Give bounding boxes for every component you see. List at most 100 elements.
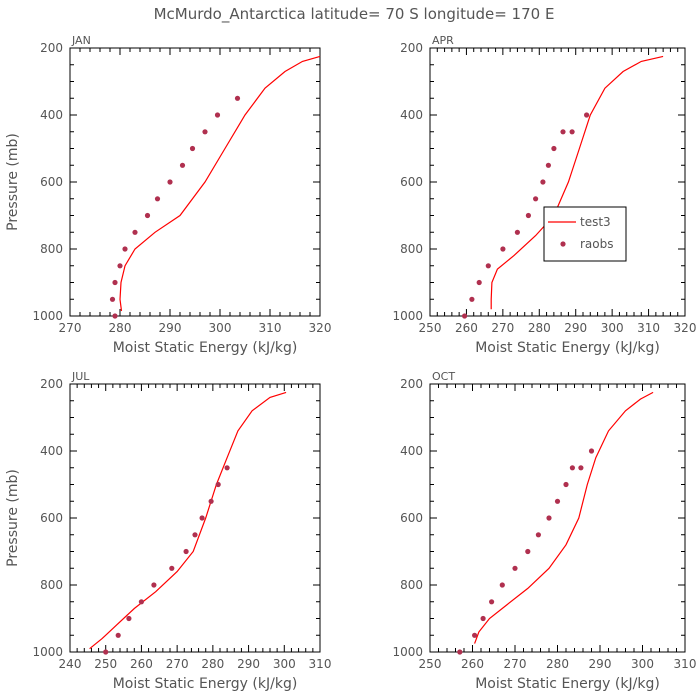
legend-dot-swatch: [560, 241, 566, 247]
panel-oct-raob-point: [472, 632, 478, 638]
panel-oct-raob-point: [563, 481, 569, 488]
panel-jul-series-line-test3: [89, 391, 287, 650]
panel-apr-ytick-label: 200: [400, 41, 423, 55]
panel-jan-raob-point: [117, 263, 123, 269]
panel-apr-xtick-label: 320: [674, 321, 697, 335]
panel-jul-xlabel: Moist Static Energy (kJ/kg): [113, 676, 298, 692]
panel-apr-xtick-label: 300: [601, 321, 624, 335]
panel-oct-xtick-label: 280: [546, 657, 569, 671]
panel-oct-plot-frame: [429, 383, 686, 653]
panel-apr-xtick-label: 270: [491, 321, 514, 335]
legend-line-label: test3: [580, 215, 611, 229]
panel-oct-raob-point: [512, 565, 518, 571]
panel-jul-xtick-label: 280: [201, 657, 224, 671]
panel-oct-raob-point: [457, 649, 463, 655]
panel-jan-ytick-label: 1000: [32, 309, 63, 323]
panel-jul-ytick-label: 600: [40, 511, 63, 525]
panel-apr-plot-frame: [429, 47, 686, 317]
panel-jul-xtick-label: 250: [94, 657, 117, 671]
panel-jul-raob-point: [103, 649, 109, 655]
panel-apr-raob-point: [540, 179, 546, 185]
panel-oct-raob-point: [499, 582, 505, 588]
panel-jan-raob-point: [167, 179, 173, 185]
panel-oct-raob-point: [554, 498, 561, 504]
panel-jan-xtick-label: 300: [209, 321, 232, 335]
panel-jul-ytick-label: 200: [40, 377, 63, 391]
panel-oct-xtick-label: 270: [504, 657, 527, 671]
panel-oct-ytick-label: 1000: [392, 645, 423, 659]
panel-oct-ytick-label: 400: [400, 444, 423, 458]
panel-jan-raob-point: [214, 112, 221, 118]
panel-apr-raob-point: [514, 229, 521, 235]
panel-jan-ytick-label: 400: [40, 108, 63, 122]
panel-oct-raob-point: [489, 599, 495, 605]
panel-jan-label: JAN: [71, 34, 91, 47]
panel-apr-ytick-label: 800: [400, 242, 423, 256]
panel-jul-label: JUL: [71, 370, 90, 383]
panel-apr-raob-point: [525, 212, 532, 219]
panel-apr-ytick-label: 600: [400, 175, 423, 189]
panel-jul-ylabel: Pressure (mb): [5, 469, 21, 567]
panel-oct-ytick-label: 600: [400, 511, 423, 525]
panel-apr-raob-point: [500, 246, 506, 252]
panel-apr-raob-point: [462, 313, 468, 319]
figure-title: McMurdo_Antarctica latitude= 70 S longit…: [154, 5, 555, 24]
panel-apr-xtick-label: 260: [455, 321, 478, 335]
panel-apr-xtick-label: 310: [637, 321, 660, 335]
panel-apr-raob-point: [551, 145, 557, 152]
panel-jul-xtick-label: 270: [166, 657, 189, 671]
panel-apr-raob-point: [545, 162, 552, 168]
panel-apr-raob-point: [469, 296, 475, 302]
panel-jul-raob-point: [215, 481, 221, 488]
panel-jan-raob-point: [132, 229, 138, 235]
panel-oct-xtick-label: 250: [419, 657, 442, 671]
panel-apr-raob-point: [584, 112, 590, 118]
panel-jan-raob-point: [154, 196, 161, 202]
panel-jan-xtick-label: 280: [109, 321, 132, 335]
panel-apr-xtick-label: 290: [564, 321, 587, 335]
panel-jul-raob-point: [115, 632, 121, 638]
panel-oct-ytick-label: 200: [400, 377, 423, 391]
panel-oct-xtick-label: 260: [461, 657, 484, 671]
panel-jul-raob-point: [192, 532, 198, 538]
panel-jan-xtick-label: 310: [259, 321, 282, 335]
panel-jul-plot-frame: [69, 383, 321, 653]
panel-apr-label: APR: [432, 34, 454, 47]
panel-jan-xtick-label: 270: [59, 321, 82, 335]
panel-jul-xtick-label: 310: [309, 657, 332, 671]
panel-jan-ytick-label: 600: [40, 175, 63, 189]
panel-oct-raob-point: [525, 548, 531, 555]
panel-jan-raob-point: [109, 296, 116, 302]
panel-apr-raob-point: [476, 279, 482, 286]
panel-jan-ytick-label: 200: [40, 41, 63, 55]
panel-jul-ytick-label: 800: [40, 578, 63, 592]
panel-oct-series-line-test3: [474, 391, 654, 644]
panel-jan-series-line-test3: [119, 55, 321, 312]
panel-apr-xtick-label: 280: [528, 321, 551, 335]
panel-oct-raob-point: [480, 615, 486, 622]
panel-jul-xtick-label: 300: [273, 657, 296, 671]
panel-apr-raob-point: [560, 129, 566, 135]
panel-jan-plot-frame: [69, 47, 321, 317]
panel-oct-xtick-label: 310: [674, 657, 697, 671]
panel-oct-xlabel: Moist Static Energy (kJ/kg): [475, 676, 660, 692]
panel-jul-xtick-label: 260: [130, 657, 153, 671]
panel-jul-raob-point: [208, 498, 214, 504]
panel-jul-xtick-label: 240: [59, 657, 82, 671]
panel-jul-xtick-label: 290: [237, 657, 260, 671]
panel-jan-xtick-label: 320: [309, 321, 332, 335]
panel-jul-raob-point: [151, 582, 157, 588]
panel-jan-ylabel: Pressure (mb): [5, 133, 21, 231]
panel-jan-raob-point: [202, 129, 208, 135]
panel-jul-raob-point: [224, 465, 230, 471]
panel-jan-xtick-label: 290: [159, 321, 182, 335]
panel-oct-raob-point: [535, 532, 542, 538]
panel-oct-xtick-label: 290: [589, 657, 612, 671]
legend-dot-label: raobs: [580, 237, 614, 251]
panel-jan-xlabel: Moist Static Energy (kJ/kg): [113, 340, 298, 356]
panel-oct-raob-point: [569, 465, 576, 471]
panel-apr-ytick-label: 1000: [392, 309, 423, 323]
panel-jan-raob-point: [144, 212, 151, 219]
panel-oct-ytick-label: 800: [400, 578, 423, 592]
